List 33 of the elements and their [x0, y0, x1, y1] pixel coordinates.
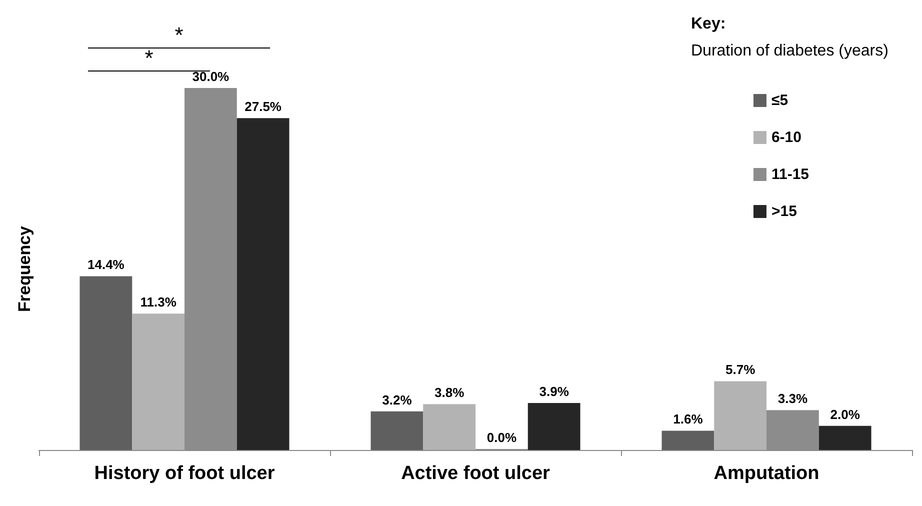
bar [236, 118, 290, 450]
chart-subtitle: Duration of diabetes (years) [691, 42, 888, 60]
data-label: 2.0% [830, 406, 860, 422]
data-label: 27.5% [244, 99, 282, 114]
data-label: 3.9% [539, 384, 570, 399]
data-label: 3.2% [382, 392, 412, 408]
data-label: 30.0% [192, 69, 230, 84]
bar [714, 381, 766, 450]
data-label: 3.3% [778, 391, 808, 406]
text: * [144, 46, 154, 70]
bar [370, 411, 424, 450]
data-label: 5.7% [725, 362, 756, 378]
y-axis-title: Frequency [15, 225, 34, 312]
x-tick-label: Active foot ulcer [401, 463, 551, 484]
text: * [174, 22, 184, 48]
bar [132, 314, 184, 450]
bar [423, 404, 476, 450]
legend-label: >15 [771, 203, 797, 220]
data-label: 11.3% [140, 294, 177, 310]
legend-title: Key: [691, 16, 726, 32]
data-label: 14.4% [87, 257, 125, 272]
bar [80, 276, 132, 450]
x-tick-label: History of foot ulcer [94, 463, 276, 484]
bar [818, 426, 872, 450]
data-label: 0.0% [486, 430, 517, 445]
data-label: 3.8% [434, 385, 465, 400]
bar [662, 430, 714, 450]
legend-label: 6-10 [771, 129, 802, 146]
data-label: 1.6% [673, 412, 704, 427]
legend-label: 11-15 [771, 166, 810, 183]
bar [528, 402, 580, 450]
legend-label: ≤5 [771, 92, 788, 109]
x-tick-label: Amputation [714, 463, 820, 484]
